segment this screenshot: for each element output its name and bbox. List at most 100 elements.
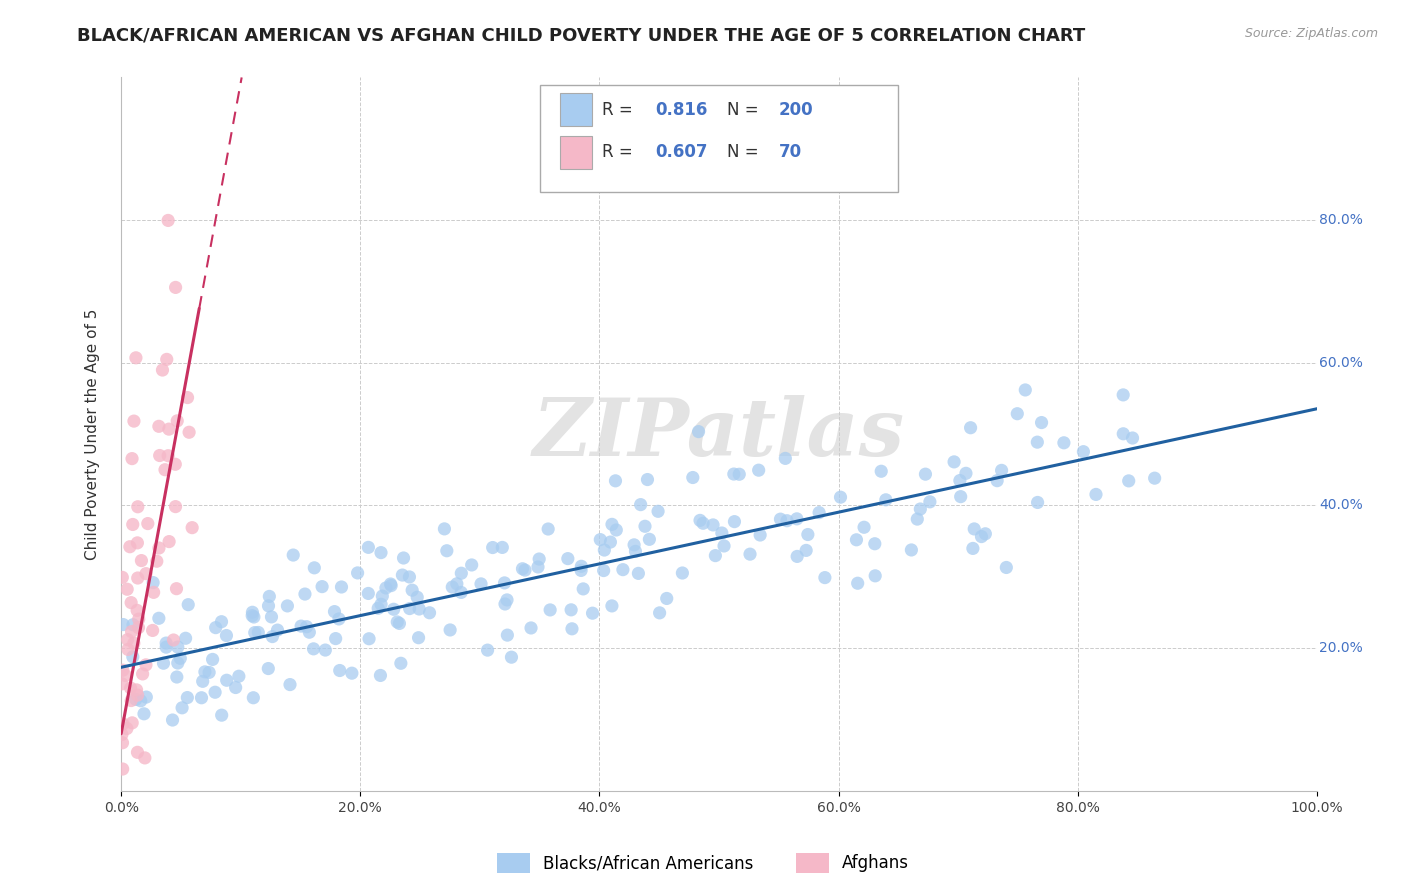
Point	[121, 451, 143, 466]
Point	[311, 580, 333, 594]
Point	[648, 606, 671, 620]
Point	[581, 606, 603, 620]
Point	[1053, 435, 1076, 450]
Point	[298, 625, 321, 640]
Point	[132, 706, 155, 721]
Point	[131, 553, 153, 567]
Point	[387, 615, 409, 629]
Point	[710, 526, 733, 541]
Point	[177, 598, 200, 612]
Point	[905, 512, 928, 526]
Point	[560, 603, 582, 617]
Point	[225, 681, 247, 695]
Point	[114, 819, 136, 833]
Point	[538, 603, 561, 617]
Point	[149, 449, 172, 463]
Point	[634, 519, 657, 533]
Point	[166, 656, 188, 670]
Point	[127, 500, 149, 514]
Point	[600, 599, 623, 613]
Point	[131, 667, 153, 681]
Point	[176, 690, 198, 705]
Point	[370, 668, 392, 682]
Point	[398, 601, 420, 615]
Point	[115, 801, 138, 815]
Point	[863, 537, 886, 551]
Point	[748, 463, 770, 477]
Point	[117, 868, 139, 882]
Text: R =: R =	[602, 101, 638, 119]
Point	[460, 558, 482, 572]
Point	[115, 888, 138, 892]
Point	[215, 628, 238, 642]
Point	[401, 583, 423, 598]
Point	[260, 610, 283, 624]
Point	[769, 512, 792, 526]
Text: N =: N =	[727, 101, 765, 119]
Point	[655, 591, 678, 606]
Point	[243, 610, 266, 624]
Point	[243, 625, 266, 640]
Point	[181, 521, 204, 535]
Point	[302, 641, 325, 656]
Point	[1112, 426, 1135, 441]
Point	[388, 616, 411, 631]
Text: 70: 70	[779, 144, 801, 161]
Point	[142, 575, 165, 590]
Point	[914, 467, 936, 482]
Text: N =: N =	[727, 144, 765, 161]
Point	[204, 685, 226, 699]
Point	[441, 580, 464, 594]
Point	[433, 522, 456, 536]
Point	[346, 566, 368, 580]
Point	[627, 566, 650, 581]
Point	[380, 579, 402, 593]
Point	[986, 474, 1008, 488]
Point	[370, 597, 392, 611]
Point	[599, 535, 621, 549]
Point	[142, 624, 165, 638]
Point	[111, 762, 134, 776]
Point	[370, 546, 392, 560]
Point	[125, 692, 148, 706]
Point	[121, 715, 143, 730]
Point	[135, 657, 157, 672]
Point	[592, 564, 614, 578]
Point	[367, 601, 389, 615]
Point	[1026, 495, 1049, 509]
Point	[120, 596, 142, 610]
Point	[875, 492, 897, 507]
Point	[637, 473, 659, 487]
Point	[918, 495, 941, 509]
Point	[165, 457, 187, 471]
Point	[110, 867, 132, 881]
Text: 0.607: 0.607	[655, 144, 709, 161]
Point	[647, 504, 669, 518]
Point	[162, 713, 184, 727]
Point	[704, 549, 727, 563]
Point	[391, 568, 413, 582]
Point	[728, 467, 751, 482]
Point	[589, 533, 612, 547]
Point	[357, 541, 380, 555]
Point	[853, 520, 876, 534]
Point	[198, 665, 221, 680]
Point	[215, 673, 238, 688]
Point	[814, 571, 837, 585]
Point	[242, 605, 264, 619]
Point	[1031, 416, 1053, 430]
Point	[125, 351, 148, 365]
Point	[713, 539, 735, 553]
Point	[1073, 444, 1095, 458]
Point	[157, 534, 180, 549]
Point	[406, 591, 429, 605]
Point	[408, 602, 430, 616]
Text: 80.0%: 80.0%	[1319, 213, 1362, 227]
Point	[204, 621, 226, 635]
Point	[165, 280, 187, 294]
Point	[692, 516, 714, 531]
Point	[630, 498, 652, 512]
Point	[870, 464, 893, 478]
Point	[794, 543, 817, 558]
Point	[624, 544, 647, 558]
